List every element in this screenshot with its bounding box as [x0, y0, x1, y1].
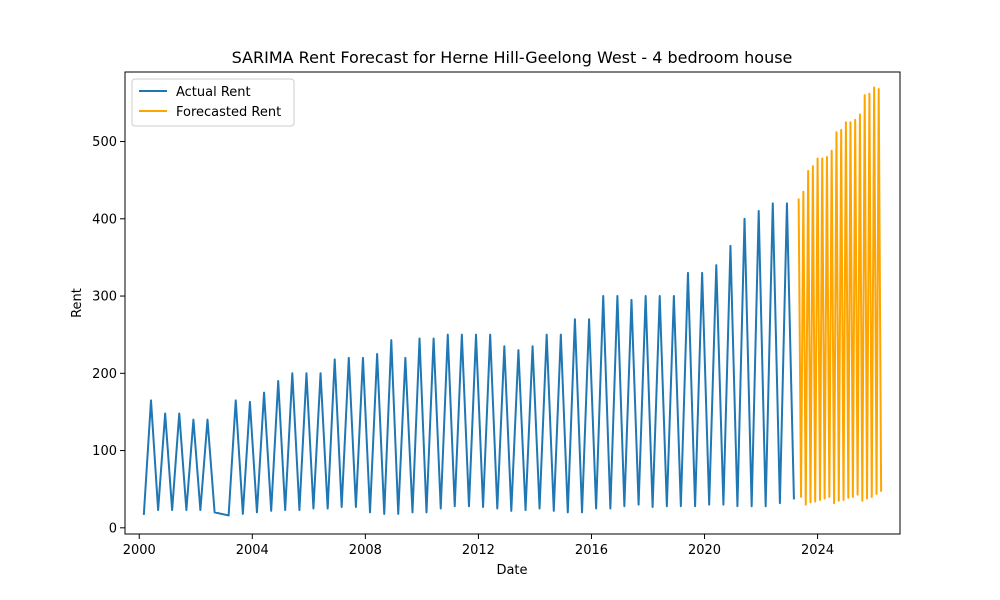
x-tick-label: 2000 — [123, 543, 156, 558]
x-axis: 2000 2004 2008 2012 2016 2020 2024 — [123, 534, 834, 558]
legend-box — [131, 78, 295, 127]
y-tick-label: 200 — [92, 367, 117, 382]
y-axis: 0 100 200 300 400 500 — [92, 135, 125, 536]
x-tick-label: 2004 — [236, 543, 269, 558]
x-tick-label: 2024 — [801, 543, 834, 558]
y-tick-label: 300 — [92, 290, 117, 305]
series-line-forecasted-rent — [797, 86, 883, 506]
plot-frame — [124, 71, 901, 535]
x-tick-label: 2020 — [688, 543, 721, 558]
y-tick-label: 0 — [109, 521, 117, 536]
x-axis-label: Date — [496, 563, 527, 578]
x-tick-label: 2008 — [349, 543, 382, 558]
legend-label-forecasted-rent: Forecasted Rent — [176, 105, 281, 120]
series-layer — [142, 86, 883, 517]
x-tick-label: 2012 — [462, 543, 495, 558]
y-tick-label: 100 — [92, 444, 117, 459]
legend-label-actual-rent: Actual Rent — [176, 85, 251, 100]
y-tick-label: 500 — [92, 135, 117, 150]
x-tick-label: 2016 — [575, 543, 608, 558]
y-tick-label: 400 — [92, 212, 117, 227]
series-line-actual-rent — [142, 202, 795, 517]
chart-title: SARIMA Rent Forecast for Herne Hill-Geel… — [232, 48, 793, 67]
legend: Actual Rent Forecasted Rent — [131, 78, 295, 127]
y-axis-label: Rent — [70, 288, 85, 318]
